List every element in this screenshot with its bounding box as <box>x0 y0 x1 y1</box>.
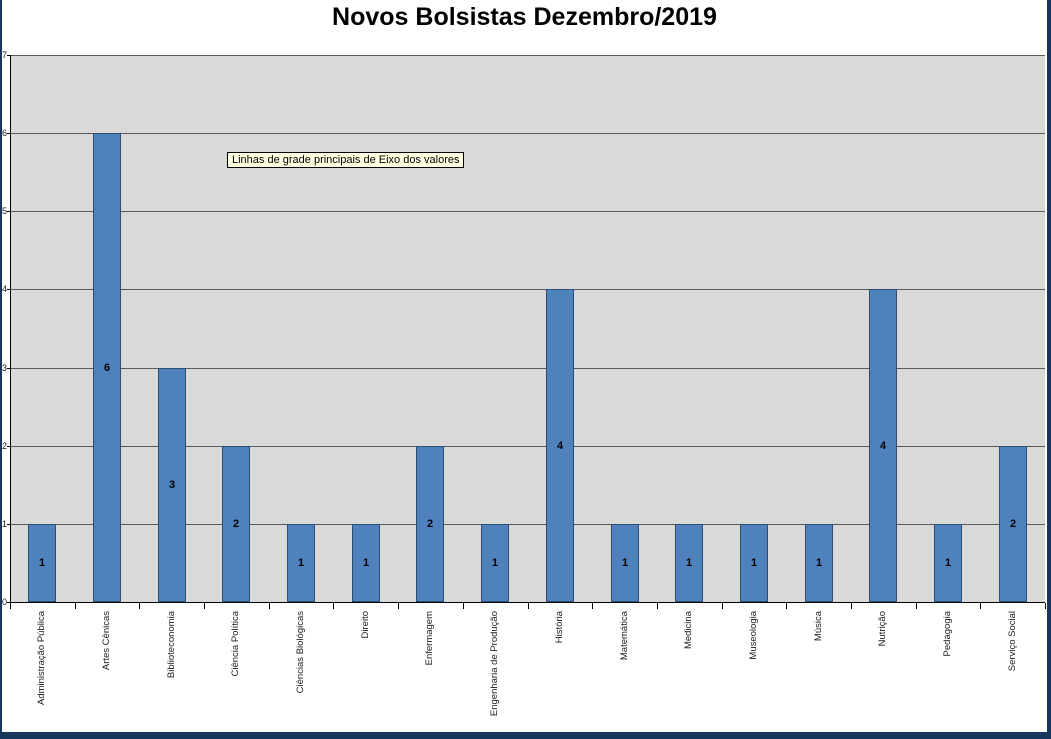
major-gridline[interactable] <box>10 524 1045 525</box>
data-label: 1 <box>491 557 499 569</box>
category-label: Enfermagem <box>424 611 435 666</box>
value-axis-tick <box>7 289 10 290</box>
value-axis-tick <box>7 55 10 56</box>
major-gridline[interactable] <box>10 289 1045 290</box>
data-label: 4 <box>879 440 887 452</box>
category-label: Ciência Política <box>230 611 241 677</box>
category-axis-tick <box>139 603 140 609</box>
data-label: 3 <box>168 479 176 491</box>
data-label: 1 <box>944 557 952 569</box>
category-axis-tick <box>657 603 658 609</box>
bar-hist-ria[interactable]: 4 <box>546 289 574 602</box>
category-label: Artes Cênicas <box>101 611 112 671</box>
value-axis-tick <box>7 446 10 447</box>
category-label: Biblioteconomia <box>166 611 177 679</box>
category-axis-tick <box>269 603 270 609</box>
category-label: História <box>554 611 565 644</box>
bar-artes-c-nicas[interactable]: 6 <box>93 133 121 602</box>
bar-enfermagem[interactable]: 2 <box>416 446 444 602</box>
bar-ci-ncias-biol-gicas[interactable]: 1 <box>287 524 315 602</box>
category-label: Museologia <box>748 611 759 660</box>
major-gridline[interactable] <box>10 211 1045 212</box>
bar-biblioteconomia[interactable]: 3 <box>158 368 186 602</box>
value-axis-label: 7 <box>1 50 7 60</box>
data-label: 1 <box>750 557 758 569</box>
major-gridline[interactable] <box>10 446 1045 447</box>
major-gridline[interactable] <box>10 368 1045 369</box>
bar-ci-ncia-pol-tica[interactable]: 2 <box>222 446 250 602</box>
category-label: Pedagogia <box>942 611 953 657</box>
category-label: Nutrição <box>877 611 888 647</box>
data-label: 2 <box>426 518 434 530</box>
bar-m-sica[interactable]: 1 <box>805 524 833 602</box>
category-axis-tick <box>75 603 76 609</box>
category-label: Ciências Biológicas <box>295 611 306 694</box>
major-gridline[interactable] <box>10 55 1045 56</box>
category-axis-tick <box>10 603 11 609</box>
data-label: 2 <box>1009 518 1017 530</box>
category-axis-line <box>10 602 1045 603</box>
gridlines-tooltip: Linhas de grade principais de Eixo dos v… <box>227 152 465 168</box>
value-axis-label: 4 <box>1 284 7 294</box>
category-axis-tick <box>528 603 529 609</box>
value-axis-tick <box>7 133 10 134</box>
category-axis-tick <box>333 603 334 609</box>
category-axis-tick <box>786 603 787 609</box>
bar-servi-o-social[interactable]: 2 <box>999 446 1027 602</box>
value-axis-label: 5 <box>1 206 7 216</box>
category-label: Matemática <box>619 611 630 661</box>
data-label: 1 <box>621 557 629 569</box>
value-axis-label: 2 <box>1 441 7 451</box>
category-axis-tick <box>722 603 723 609</box>
category-axis-tick <box>1045 603 1046 609</box>
category-label: Direito <box>360 611 371 639</box>
value-axis-tick <box>7 602 10 603</box>
value-axis-line <box>10 55 11 602</box>
data-label: 1 <box>38 557 46 569</box>
category-label: Música <box>813 611 824 642</box>
category-axis-tick <box>592 603 593 609</box>
category-axis-tick <box>916 603 917 609</box>
data-label: 2 <box>232 518 240 530</box>
category-axis-tick <box>204 603 205 609</box>
data-label: 1 <box>685 557 693 569</box>
value-axis-label: 0 <box>1 597 7 607</box>
bar-administra-o-p-blica[interactable]: 1 <box>28 524 56 602</box>
bar-engenharia-de-produ-o[interactable]: 1 <box>481 524 509 602</box>
value-axis-tick <box>7 211 10 212</box>
data-label: 1 <box>362 557 370 569</box>
bar-medicina[interactable]: 1 <box>675 524 703 602</box>
bar-nutri-o[interactable]: 4 <box>869 289 897 602</box>
bar-pedagogia[interactable]: 1 <box>934 524 962 602</box>
category-axis-tick <box>980 603 981 609</box>
value-axis-tick <box>7 524 10 525</box>
data-label: 4 <box>556 440 564 452</box>
category-label: Serviço Social <box>1007 611 1018 672</box>
value-axis-label: 1 <box>1 519 7 529</box>
chart-title[interactable]: Novos Bolsistas Dezembro/2019 <box>332 3 717 31</box>
value-axis-label: 6 <box>1 128 7 138</box>
value-axis-tick <box>7 368 10 369</box>
value-axis-label: 3 <box>1 363 7 373</box>
bar-museologia[interactable]: 1 <box>740 524 768 602</box>
category-axis-tick <box>463 603 464 609</box>
category-axis-tick <box>851 603 852 609</box>
data-label: 1 <box>815 557 823 569</box>
category-label: Engenharia de Produção <box>489 611 500 717</box>
bar-direito[interactable]: 1 <box>352 524 380 602</box>
category-label: Administração Pública <box>36 611 47 705</box>
data-label: 1 <box>297 557 305 569</box>
category-axis-tick <box>398 603 399 609</box>
category-label: Medicina <box>683 611 694 650</box>
bar-matem-tica[interactable]: 1 <box>611 524 639 602</box>
major-gridline[interactable] <box>10 133 1045 134</box>
data-label: 6 <box>103 362 111 374</box>
